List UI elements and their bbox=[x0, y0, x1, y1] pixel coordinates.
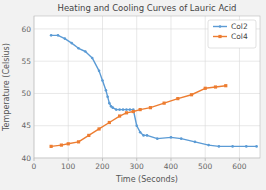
point bbox=[231, 145, 234, 148]
point bbox=[255, 145, 258, 148]
tick-label: 40 bbox=[21, 154, 31, 163]
point bbox=[142, 134, 145, 137]
grid-line bbox=[102, 16, 103, 158]
title: Heating and Cooling Curves of Lauric Aci… bbox=[57, 3, 236, 13]
tick bbox=[102, 158, 103, 161]
point bbox=[50, 145, 53, 148]
point bbox=[70, 42, 73, 45]
tick-label: 400 bbox=[164, 162, 179, 171]
tick bbox=[205, 158, 206, 161]
tick bbox=[170, 158, 171, 161]
tick-label: 300 bbox=[130, 162, 145, 171]
point bbox=[122, 108, 125, 111]
legend-label: Col4 bbox=[231, 32, 248, 41]
point bbox=[139, 108, 142, 111]
point bbox=[50, 34, 53, 37]
grid-line bbox=[170, 16, 171, 158]
point bbox=[77, 140, 80, 143]
tick-label: 600 bbox=[232, 162, 247, 171]
point bbox=[111, 106, 114, 109]
legend-swatch bbox=[213, 36, 227, 37]
tick bbox=[68, 158, 69, 161]
point bbox=[108, 121, 111, 124]
legend-swatch bbox=[213, 26, 227, 27]
point bbox=[224, 84, 227, 87]
point bbox=[146, 134, 149, 137]
point bbox=[139, 131, 142, 134]
point bbox=[115, 108, 118, 111]
point bbox=[64, 37, 67, 40]
point bbox=[245, 145, 248, 148]
data-group bbox=[50, 34, 258, 148]
tick-label: 50 bbox=[21, 89, 31, 98]
tick-label: 0 bbox=[32, 162, 37, 171]
tick bbox=[136, 158, 137, 161]
chart: 0 100 200 300 400 500 600 40 45 50 55 60 Heating and… bbox=[0, 0, 266, 190]
point bbox=[125, 111, 128, 114]
grid-line bbox=[34, 61, 260, 62]
legend-marker bbox=[219, 25, 222, 28]
x-axis-label: Time (Seconds) bbox=[115, 175, 178, 184]
point bbox=[135, 124, 138, 127]
point bbox=[149, 106, 152, 109]
legend-label: Col2 bbox=[231, 22, 248, 31]
point bbox=[67, 142, 70, 145]
grid-line bbox=[34, 93, 260, 94]
legend-box bbox=[208, 20, 256, 48]
grid-line bbox=[68, 16, 69, 158]
plot-frame bbox=[34, 16, 260, 158]
point bbox=[125, 108, 128, 111]
grid-line bbox=[136, 16, 137, 158]
y-axis-label: Temperature (Celsius) bbox=[2, 43, 11, 132]
point bbox=[101, 79, 104, 82]
point bbox=[170, 136, 173, 139]
point bbox=[218, 145, 221, 148]
point bbox=[105, 89, 108, 92]
tick-label: 55 bbox=[21, 57, 31, 66]
point bbox=[190, 93, 193, 96]
point bbox=[106, 95, 109, 98]
point bbox=[156, 137, 159, 140]
point bbox=[180, 137, 183, 140]
plot-area bbox=[34, 16, 260, 158]
tick bbox=[34, 158, 35, 161]
point bbox=[84, 50, 87, 53]
point bbox=[129, 108, 132, 111]
series-line bbox=[51, 86, 226, 147]
series-line bbox=[51, 35, 256, 146]
legend: Col2Col4 bbox=[208, 20, 256, 48]
tick-label: 200 bbox=[95, 162, 110, 171]
tick-label: 60 bbox=[21, 25, 31, 34]
point bbox=[132, 110, 135, 113]
point bbox=[163, 102, 166, 105]
tick-label: 45 bbox=[21, 121, 31, 130]
point bbox=[98, 70, 101, 73]
point bbox=[91, 57, 94, 60]
legend-marker bbox=[218, 35, 221, 38]
point bbox=[118, 108, 121, 111]
point bbox=[194, 141, 197, 144]
point bbox=[204, 87, 207, 90]
point bbox=[176, 97, 179, 100]
point bbox=[207, 144, 210, 147]
tick-label: 500 bbox=[198, 162, 213, 171]
point bbox=[97, 127, 100, 130]
point bbox=[108, 102, 111, 105]
point bbox=[60, 143, 63, 146]
tick bbox=[239, 158, 240, 161]
point bbox=[214, 85, 217, 88]
tick-label: 100 bbox=[61, 162, 76, 171]
grid-line bbox=[34, 125, 260, 126]
point bbox=[57, 34, 60, 37]
point bbox=[77, 47, 80, 50]
point bbox=[87, 134, 90, 137]
point bbox=[118, 114, 121, 117]
